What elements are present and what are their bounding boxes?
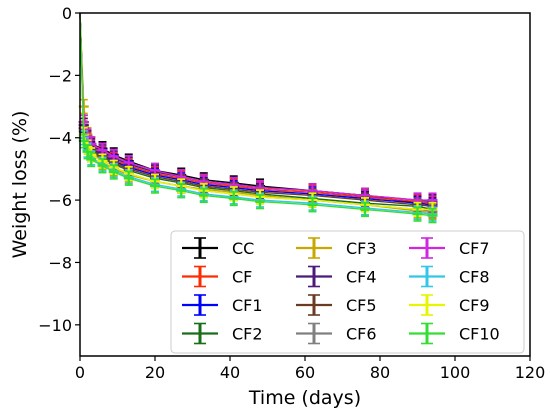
legend-box [170,230,525,354]
legend-handle [409,294,445,316]
legend: CC CF CF1 CF2 CF3 CF4 CF5 CF6 CF7 CF8 CF9 CF10 [170,230,525,354]
legend-label: CF7 [459,239,490,258]
legend-handle [296,265,332,288]
x-tick-label: 100 [440,363,471,382]
y-tick-label: −8 [48,253,72,272]
x-axis-label: Time (days) [248,387,361,409]
series-cf10 [78,12,438,224]
legend-label: CC [232,239,254,258]
legend-item-cc: CC [182,237,254,259]
legend-handle [409,237,445,259]
x-tick-label: 0 [75,363,85,382]
y-tick-label: −4 [48,129,72,148]
legend-label: CF3 [346,239,377,258]
series-layer [78,12,438,224]
legend-label: CF10 [459,325,500,344]
series-line [79,12,433,217]
legend-handle [182,237,218,259]
x-tick-label: 20 [145,363,165,382]
legend-label: CF6 [346,325,377,344]
x-tick-label: 60 [295,363,315,382]
legend-item-cf1: CF1 [182,294,263,316]
legend-handle [409,265,445,288]
legend-item-cf5: CF5 [296,294,377,316]
legend-label: CF9 [459,296,490,315]
legend-item-cf8: CF8 [409,265,490,288]
y-tick-label: −10 [38,316,72,335]
legend-handle [182,322,218,345]
x-tick-label: 40 [220,363,240,382]
legend-label: CF1 [232,296,263,315]
y-axis-label: Weight loss (%) [9,111,31,259]
y-tick-label: 0 [62,4,72,23]
legend-label: CF8 [459,268,490,287]
legend-handle [296,294,332,316]
legend-handle [409,322,445,345]
legend-item-cf6: CF6 [296,322,377,345]
legend-handle [296,237,332,259]
legend-item-cf10: CF10 [409,322,500,345]
legend-item-cf3: CF3 [296,237,377,259]
legend-handle [182,265,218,288]
legend-handle [296,322,332,345]
x-tick-label: 80 [370,363,390,382]
legend-label: CF4 [346,268,377,287]
y-tick-label: −6 [48,191,72,210]
legend-handle [182,294,218,316]
legend-label: CF5 [346,296,377,315]
legend-item-cf4: CF4 [296,265,377,288]
y-tick-label: −2 [48,66,72,85]
legend-item-cf7: CF7 [409,237,490,259]
legend-label: CF2 [232,325,263,344]
ticks-layer: 0 20 40 60 80 100 120 0 −2 −4 −6 −8 −10 [38,4,545,382]
x-tick-label: 120 [515,363,546,382]
legend-label: CF [232,268,252,287]
legend-item-cf9: CF9 [409,294,490,316]
legend-item-cf2: CF2 [182,322,263,345]
legend-item-cf: CF [182,265,252,288]
